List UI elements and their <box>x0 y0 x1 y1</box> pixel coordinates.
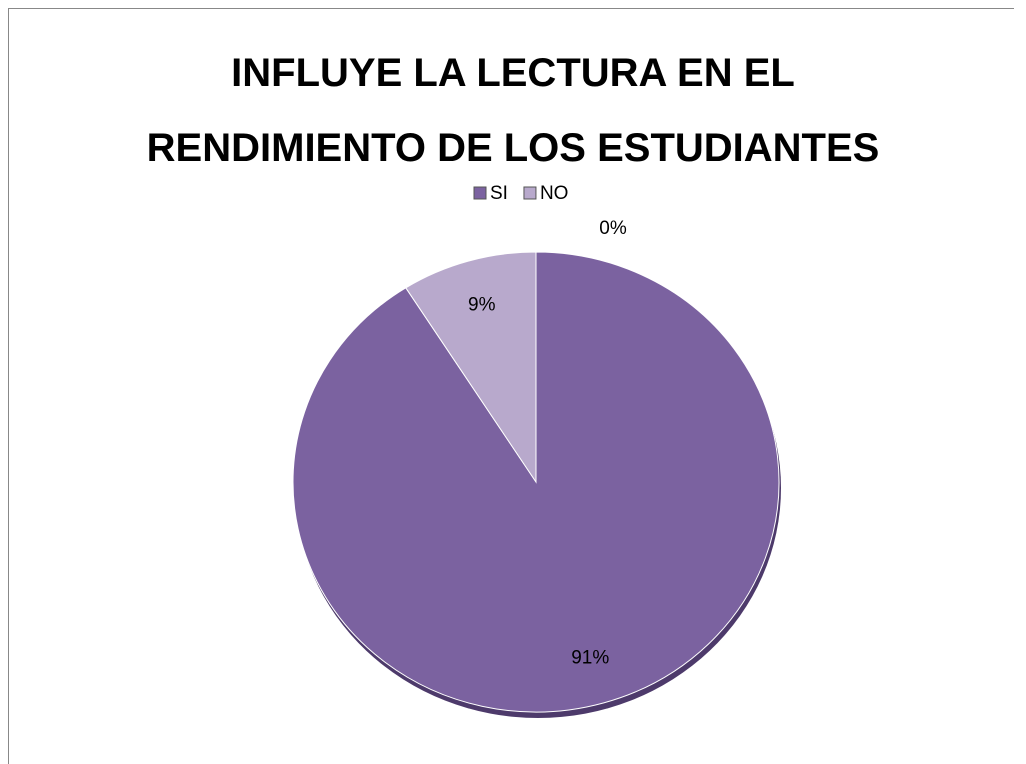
legend-swatch <box>523 186 537 200</box>
data-labels: 91% 9% 0% <box>468 218 627 669</box>
legend-label: NO <box>540 183 569 204</box>
data-label: 9% <box>468 294 496 315</box>
legend-label: SI <box>490 183 508 204</box>
chart-title: INFLUYE LA LECTURA EN EL RENDIMIENTO DE … <box>146 51 880 170</box>
data-label: 91% <box>571 648 609 669</box>
pie-slice <box>405 251 537 484</box>
pie <box>292 251 780 713</box>
data-label: 0% <box>599 218 627 239</box>
legend: SI NO <box>473 183 569 204</box>
legend-swatch <box>473 186 487 200</box>
